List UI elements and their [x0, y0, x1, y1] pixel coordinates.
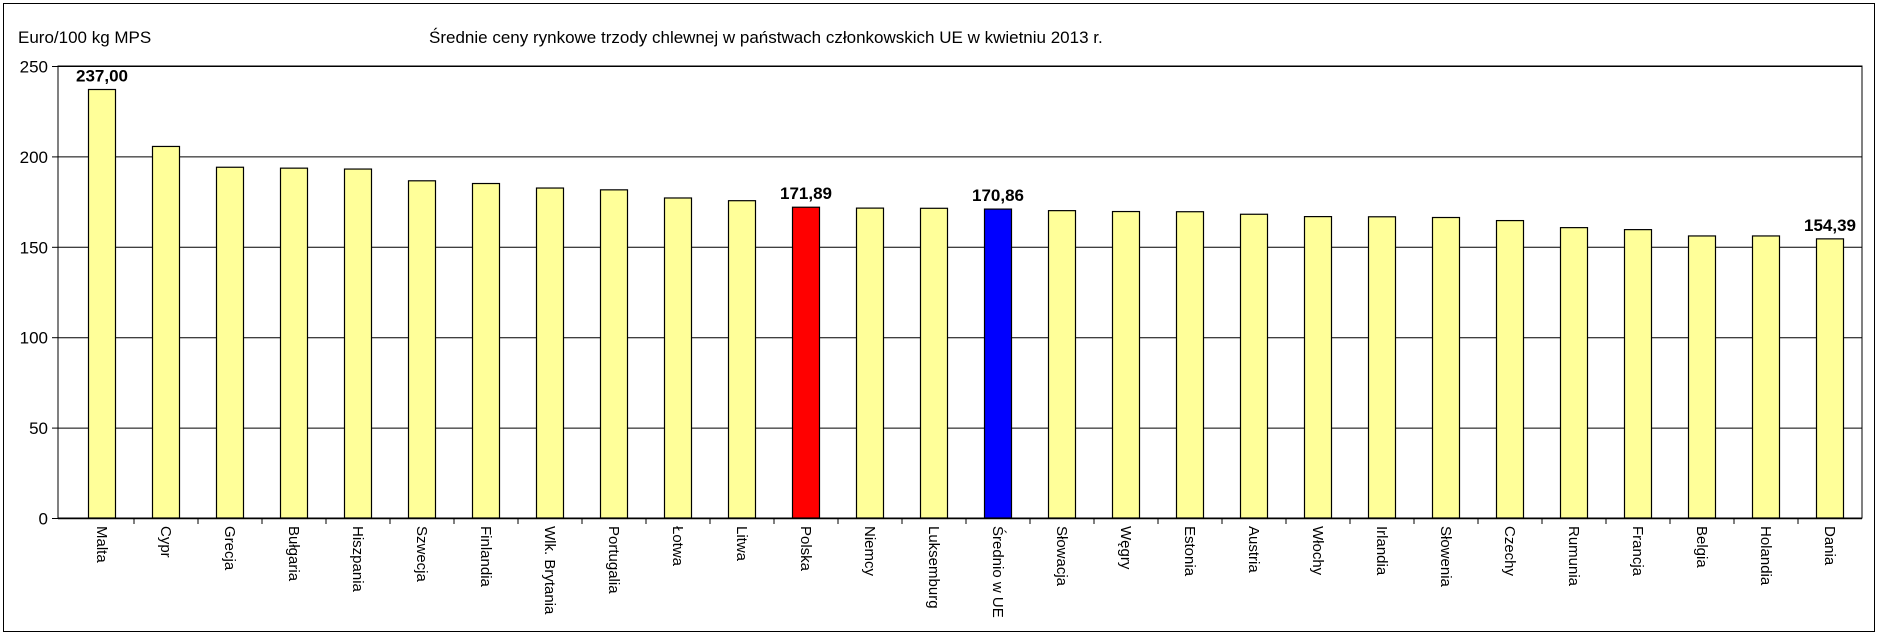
axes	[52, 66, 1862, 524]
x-tick-label: Łotwa	[669, 526, 686, 567]
x-tick-label: Dania	[1821, 526, 1838, 566]
data-label: 170,86	[972, 186, 1024, 205]
x-tick-label: Bułgaria	[285, 526, 302, 582]
x-tick-label: Słowenia	[1437, 526, 1454, 588]
bar	[1559, 227, 1589, 519]
bar	[1239, 213, 1269, 519]
y-tick-label: 50	[29, 419, 48, 438]
x-tick-label: Niemcy	[861, 526, 878, 577]
plot-area	[57, 65, 1863, 519]
x-tick-label: Wlk. Brytania	[541, 526, 558, 615]
bar	[1367, 216, 1397, 519]
y-tick-label: 250	[20, 58, 48, 77]
bar	[1047, 210, 1077, 519]
bar	[983, 208, 1013, 519]
x-tick-label: Litwa	[733, 526, 750, 562]
x-tick-label: Włochy	[1309, 526, 1326, 576]
bar	[215, 166, 245, 519]
bar	[535, 187, 565, 519]
x-tick-label: Holandia	[1757, 526, 1774, 586]
y-tick-label: 0	[39, 510, 48, 529]
bar	[1303, 216, 1333, 519]
bar	[1751, 235, 1781, 519]
y-tick-label: 100	[20, 329, 48, 348]
bar	[791, 206, 821, 519]
x-tick-label: Luksemburg	[925, 526, 942, 609]
bar	[855, 207, 885, 519]
x-tick-label: Austria	[1245, 526, 1262, 573]
x-tick-label: Cypr	[157, 526, 174, 558]
x-tick-label: Polska	[797, 526, 814, 572]
x-tick-label: Grecja	[221, 526, 238, 571]
y-tick-label: 200	[20, 148, 48, 167]
data-label: 154,39	[1804, 216, 1856, 235]
bar	[1495, 219, 1525, 519]
x-tick-label: Rumunia	[1565, 526, 1582, 587]
bar	[919, 207, 949, 519]
bar	[1111, 210, 1141, 519]
bar	[87, 88, 117, 519]
x-tick-label: Malta	[93, 526, 110, 563]
data-label: 171,89	[780, 184, 832, 203]
x-tick-label: Belgia	[1693, 526, 1710, 568]
y-axis-label: Euro/100 kg MPS	[18, 28, 152, 47]
x-tick-label: Szwecja	[413, 526, 430, 583]
bar	[151, 145, 181, 519]
bar	[599, 189, 629, 519]
bar	[663, 197, 693, 519]
bar	[1687, 235, 1717, 519]
bar	[407, 180, 437, 519]
bar	[1815, 238, 1845, 519]
x-tick-labels: Malta Cypr Grecja Bułgaria Hiszpania Szwecja F…	[93, 526, 1838, 618]
y-tick-labels: 0 50 100 150 200 250	[20, 58, 48, 529]
data-labels: 237,00 171,89 170,86 154,39	[76, 67, 1856, 235]
bar	[1623, 229, 1653, 519]
data-label: 237,00	[76, 67, 128, 86]
x-tick-label: Estonia	[1181, 526, 1198, 577]
bar	[471, 182, 501, 519]
x-tick-label: Węgry	[1117, 526, 1134, 570]
chart-title: Średnie ceny rynkowe trzody chlewnej w p…	[429, 28, 1103, 47]
x-tick-label: Francja	[1629, 526, 1646, 577]
bars	[87, 88, 1845, 519]
bar	[343, 168, 373, 519]
x-tick-label: Finlandia	[477, 526, 494, 588]
gridlines	[57, 65, 1863, 519]
x-tick-label: Irlandia	[1373, 526, 1390, 576]
x-tick-label: Czechy	[1501, 526, 1518, 577]
y-tick-label: 150	[20, 238, 48, 257]
bar	[279, 167, 309, 519]
x-tick-label: Słowacja	[1053, 526, 1070, 587]
x-tick-label: Hiszpania	[349, 526, 366, 593]
bar	[1431, 216, 1461, 519]
bar	[1175, 211, 1205, 519]
bar	[727, 200, 757, 519]
x-tick-label: Portugalia	[605, 526, 622, 594]
x-tick-label: Średnio w UE	[989, 526, 1007, 618]
